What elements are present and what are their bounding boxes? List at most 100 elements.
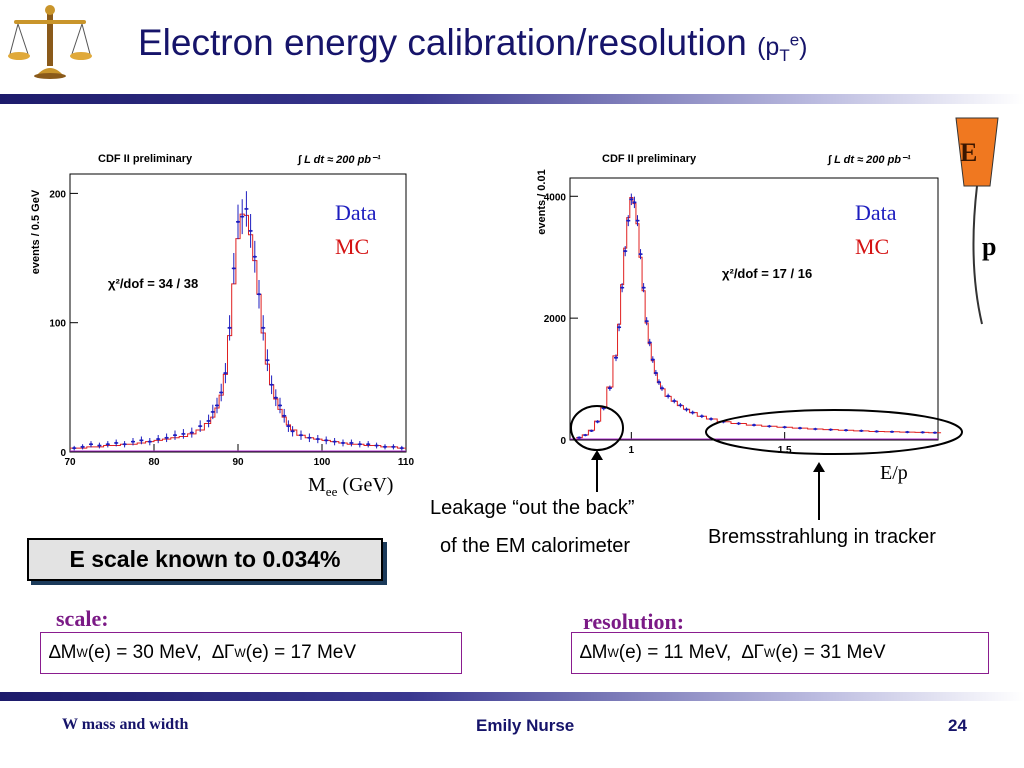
- y-tick-label: 4000: [544, 192, 567, 203]
- data-point: [299, 430, 303, 440]
- data-point: [198, 420, 203, 432]
- data-point: [607, 385, 612, 391]
- diagram-p-label: p: [982, 232, 997, 261]
- data-point: [173, 430, 177, 440]
- data-point: [614, 354, 618, 362]
- leakage-annotation-line2: of the EM calorimeter: [440, 535, 631, 557]
- data-point: [399, 445, 404, 451]
- ep-chi2: χ²/dof = 17 / 16: [722, 266, 813, 281]
- resolution-label: resolution:: [583, 609, 685, 634]
- slide-title: Electron energy calibration/resolution (…: [138, 22, 808, 65]
- resolution-box: ∆M W (e) = 11 MeV, ∆Γ W (e) = 31 MeV: [571, 632, 989, 674]
- data-point: [248, 213, 253, 248]
- scale-label: scale:: [56, 606, 109, 631]
- mee-chi2: χ²/dof = 34 / 38: [108, 276, 199, 291]
- mee-legend-data: Data: [335, 200, 377, 225]
- data-point: [656, 379, 661, 385]
- x-tick-label: 1: [629, 445, 635, 456]
- ep-ylabel: events / 0.01: [536, 169, 548, 235]
- data-point: [678, 403, 683, 408]
- data-point: [156, 434, 161, 444]
- calorimeter-tower-icon: [955, 117, 999, 325]
- footer-divider: [0, 692, 1024, 701]
- mee-header-left: CDF II preliminary: [98, 153, 193, 165]
- data-point: [219, 383, 224, 402]
- data-point: [374, 442, 379, 449]
- plot-mee: 0 100 200 70 80 90 100 110 CDF II preliminary ∫…: [0, 106, 440, 506]
- x-tick-label: 100: [314, 457, 331, 468]
- data-point: [261, 315, 266, 341]
- ep-legend-mc: MC: [855, 234, 890, 259]
- data-point: [265, 349, 270, 372]
- escale-box: E scale known to 0.034%: [27, 538, 383, 581]
- data-point: [307, 433, 312, 443]
- mee-xlabel: Mee (GeV): [308, 474, 394, 499]
- data-point: [164, 433, 169, 443]
- mee-header-right: ∫ L dt ≈ 200 pb⁻¹: [298, 154, 381, 166]
- x-tick-label: 90: [232, 457, 244, 468]
- data-point: [644, 317, 649, 326]
- data-point: [617, 323, 622, 332]
- plot-ep: 0 2000 4000 1 1.5 CDF II preliminary ∫ L dt …: [510, 106, 950, 506]
- data-point: [699, 414, 704, 419]
- y-tick-label: 200: [49, 189, 66, 200]
- y-tick-label: 0: [60, 448, 66, 459]
- data-point: [139, 436, 144, 445]
- leakage-annotation-line1: Leakage “out the back”: [430, 497, 635, 519]
- data-point: [653, 369, 658, 377]
- data-point: [122, 441, 127, 448]
- mee-legend-mc: MC: [335, 234, 370, 259]
- data-point: [672, 398, 677, 404]
- data-point: [231, 252, 236, 284]
- data-point: [89, 441, 93, 448]
- data-point: [391, 444, 396, 450]
- data-point: [278, 397, 282, 414]
- data-point: [660, 385, 664, 391]
- x-tick-label: 70: [64, 457, 76, 468]
- data-point: [105, 441, 110, 448]
- plot-frame: [569, 177, 939, 441]
- diagram-E-label: E: [960, 138, 978, 167]
- ep-xlabel: E/p: [880, 462, 908, 484]
- data-point: [131, 437, 135, 446]
- data-point: [286, 420, 291, 432]
- data-point: [638, 249, 643, 260]
- balance-scale-icon: [8, 5, 92, 79]
- data-point: [666, 393, 671, 399]
- mee-chart: 0 100 200 70 80 90 100 110: [49, 173, 415, 468]
- data-point: [215, 397, 219, 414]
- data-point: [324, 436, 329, 445]
- footer-left: W mass and width: [62, 716, 189, 733]
- data-point: [332, 437, 337, 446]
- data-point: [181, 429, 186, 439]
- data-point: [641, 283, 646, 293]
- footer-author: Emily Nurse: [476, 716, 575, 735]
- data-point: [290, 426, 295, 437]
- data-point: [383, 444, 387, 450]
- ep-header-left: CDF II preliminary: [602, 153, 697, 165]
- ep-chart: 0 2000 4000 1 1.5: [544, 177, 942, 456]
- data-point: [282, 408, 287, 423]
- data-point: [315, 434, 320, 444]
- data-point: [623, 246, 628, 257]
- data-point: [632, 196, 637, 209]
- data-point: [97, 442, 102, 449]
- data-point: [635, 215, 640, 227]
- y-tick-label: 100: [49, 319, 66, 330]
- scale-box: ∆M W (e) = 30 MeV, ∆Γ W (e) = 17 MeV: [40, 632, 462, 674]
- x-tick-label: 1.5: [778, 445, 792, 456]
- ep-diagram: E p: [948, 114, 1018, 334]
- data-point: [252, 240, 257, 273]
- y-tick-label: 0: [560, 436, 566, 447]
- data-point: [626, 215, 631, 227]
- data-point: [349, 439, 354, 447]
- data-point: [620, 283, 625, 293]
- data-point: [227, 315, 232, 341]
- x-tick-label: 110: [398, 457, 415, 468]
- data-point: [189, 427, 194, 438]
- logo-scale: [6, 4, 94, 80]
- data-point: [244, 191, 249, 227]
- data-point: [236, 204, 240, 240]
- data-point: [629, 193, 634, 206]
- brems-annotation: Bremsstrahlung in tracker: [708, 526, 936, 548]
